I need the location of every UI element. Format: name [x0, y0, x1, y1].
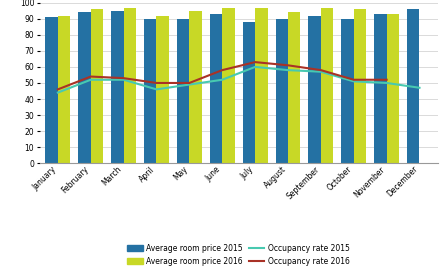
Bar	[354, 9, 366, 163]
Bar	[374, 14, 387, 163]
Bar	[124, 8, 136, 163]
Bar	[407, 9, 419, 163]
Bar	[222, 8, 235, 163]
Bar	[189, 11, 202, 163]
Bar	[156, 16, 169, 163]
Bar	[243, 22, 255, 163]
Bar	[78, 12, 91, 163]
Bar	[58, 16, 70, 163]
Bar	[46, 17, 58, 163]
Bar	[288, 12, 301, 163]
Bar	[177, 19, 189, 163]
Bar	[341, 19, 354, 163]
Bar	[111, 11, 124, 163]
Bar	[321, 8, 333, 163]
Bar	[387, 14, 399, 163]
Bar	[91, 9, 103, 163]
Bar	[275, 19, 288, 163]
Legend: Average room price 2015, Average room price 2016, Occupancy rate 2015, Occupancy: Average room price 2015, Average room pr…	[127, 244, 350, 266]
Bar	[210, 14, 222, 163]
Bar	[144, 19, 156, 163]
Bar	[309, 16, 321, 163]
Bar	[255, 8, 267, 163]
